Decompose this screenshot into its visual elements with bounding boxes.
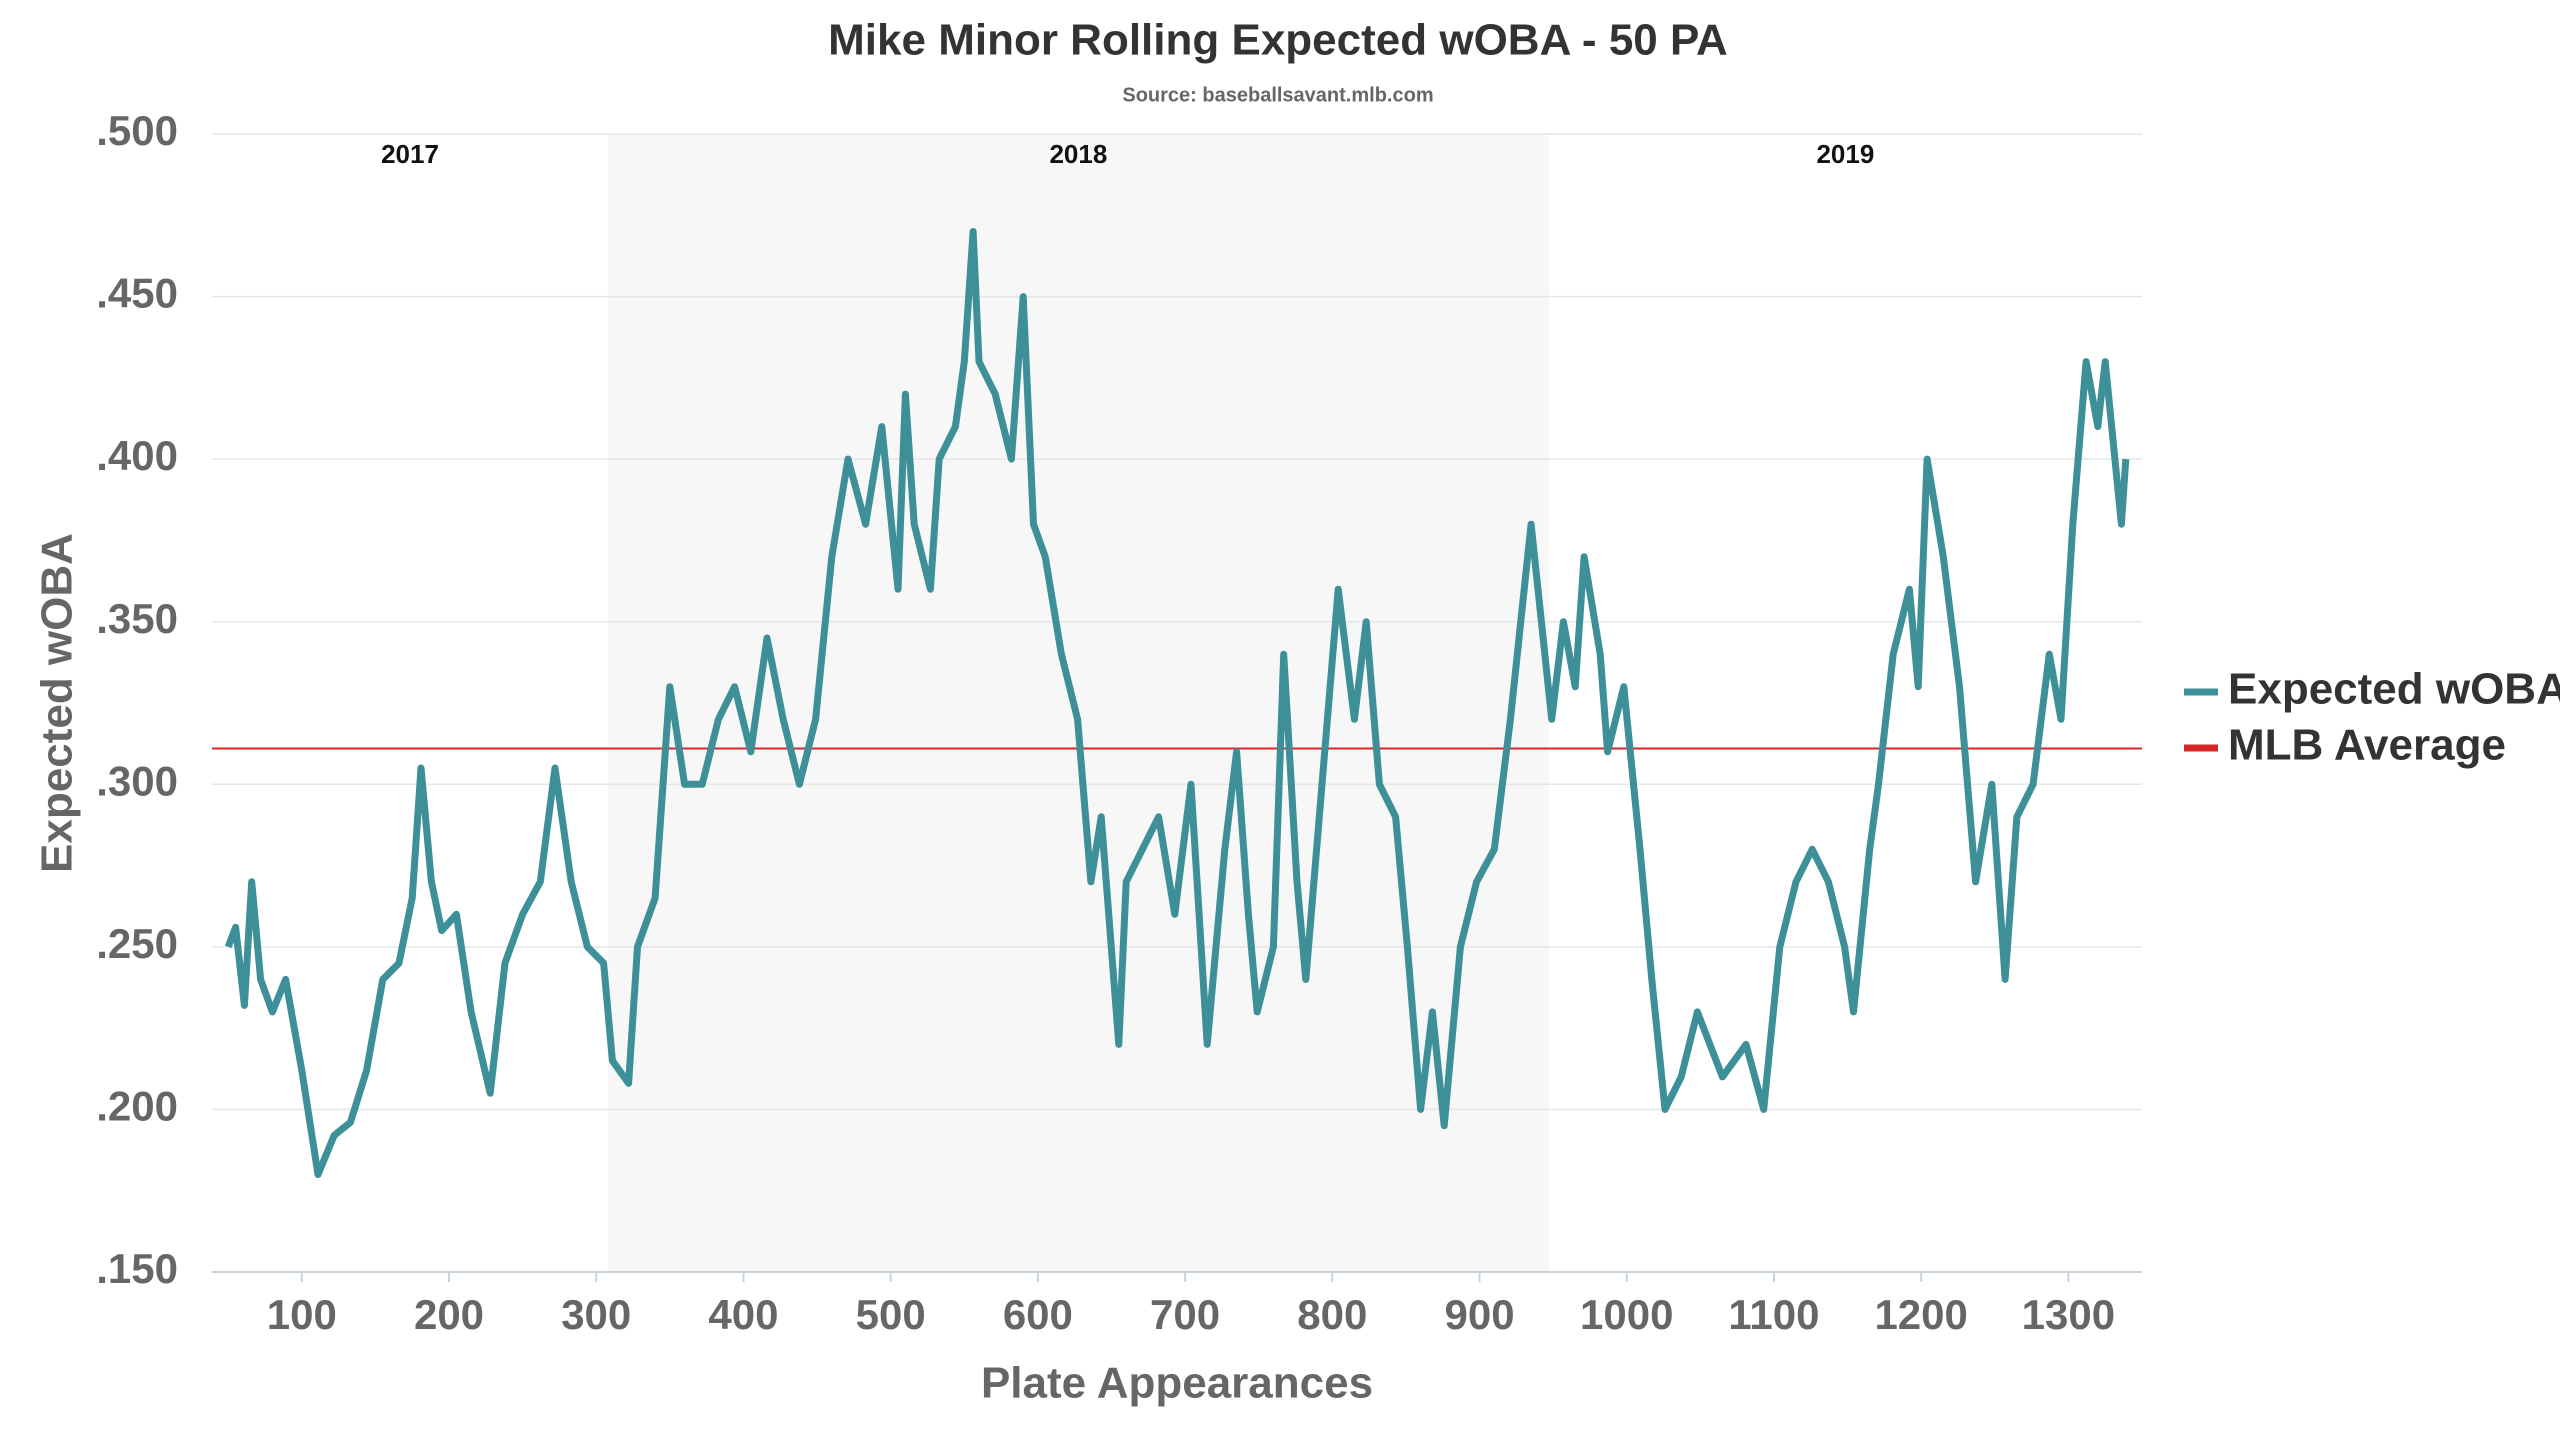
y-tick-label: .350	[96, 595, 178, 642]
x-tick-label: 1100	[1728, 1291, 1819, 1338]
y-tick-label: .300	[96, 757, 178, 804]
x-tick-label: 1300	[2022, 1291, 2115, 1338]
x-tick-label: 100	[267, 1291, 337, 1338]
x-tick-label: 400	[708, 1291, 778, 1338]
legend-label: MLB Average	[2228, 721, 2506, 770]
x-tick-label: 1000	[1580, 1291, 1673, 1338]
x-tick-label: 500	[856, 1291, 926, 1338]
season-label: 2018	[1049, 139, 1107, 169]
x-tick-label: 200	[414, 1291, 484, 1338]
legend-label: Expected wOBA	[2228, 665, 2560, 714]
y-axis-label: Expected wOBA	[33, 533, 82, 873]
season-label: 2019	[1816, 139, 1874, 169]
x-tick-label: 800	[1297, 1291, 1367, 1338]
y-tick-label: .500	[96, 107, 178, 154]
x-tick-label: 700	[1150, 1291, 1220, 1338]
y-tick-label: .400	[96, 432, 178, 479]
y-tick-label: .450	[96, 270, 178, 317]
chart-subtitle: Source: baseballsavant.mlb.com	[1122, 84, 1433, 106]
x-tick-label: 900	[1444, 1291, 1514, 1338]
x-tick-label: 600	[1003, 1291, 1073, 1338]
y-tick-label: .150	[96, 1245, 178, 1292]
x-axis-label: Plate Appearances	[981, 1359, 1373, 1408]
x-tick-label: 1200	[1874, 1291, 1967, 1338]
x-tick-label: 300	[561, 1291, 631, 1338]
series-line	[224, 228, 2130, 1178]
y-tick-label: .200	[96, 1083, 178, 1130]
season-shade	[608, 134, 1549, 1272]
chart-title: Mike Minor Rolling Expected wOBA - 50 PA	[828, 16, 1728, 65]
y-tick-label: .250	[96, 920, 178, 967]
season-label: 2017	[381, 139, 439, 169]
